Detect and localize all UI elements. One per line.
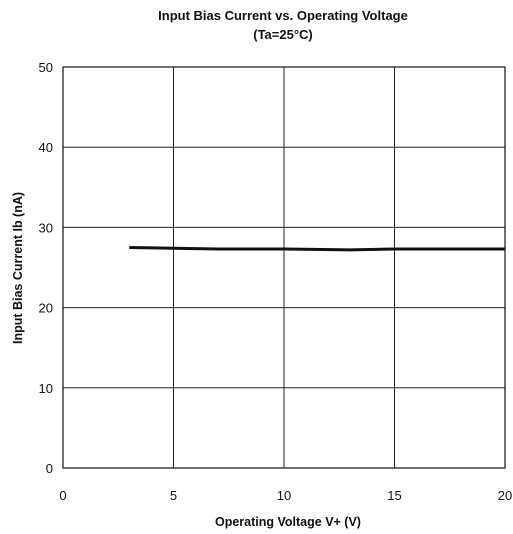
series-line-0: [129, 245, 505, 252]
x-tick-labels: 0 5 10 15 20: [59, 488, 512, 503]
x-axis-label: Operating Voltage V+ (V): [215, 515, 361, 529]
x-tick-label: 5: [170, 488, 177, 503]
x-tick-label: 15: [387, 488, 401, 503]
y-axis-label: Input Bias Current Ib (nA): [11, 192, 25, 344]
y-tick-label: 30: [39, 220, 53, 235]
plot-frame: [62, 66, 506, 469]
y-tick-labels: 0 10 20 30 40 50: [39, 60, 53, 476]
y-tick-label: 20: [39, 301, 53, 316]
x-tick-label: 20: [498, 488, 512, 503]
chart-title: Input Bias Current vs. Operating Voltage: [158, 8, 408, 23]
x-tick-label: 0: [59, 488, 66, 503]
grid: [62, 66, 506, 469]
y-tick-label: 10: [39, 381, 53, 396]
y-tick-label: 0: [46, 461, 53, 476]
y-tick-label: 40: [39, 140, 53, 155]
x-tick-label: 10: [277, 488, 291, 503]
y-tick-label: 50: [39, 60, 53, 75]
chart-subtitle: (Ta=25°C): [253, 27, 313, 42]
series-group: [129, 245, 505, 252]
